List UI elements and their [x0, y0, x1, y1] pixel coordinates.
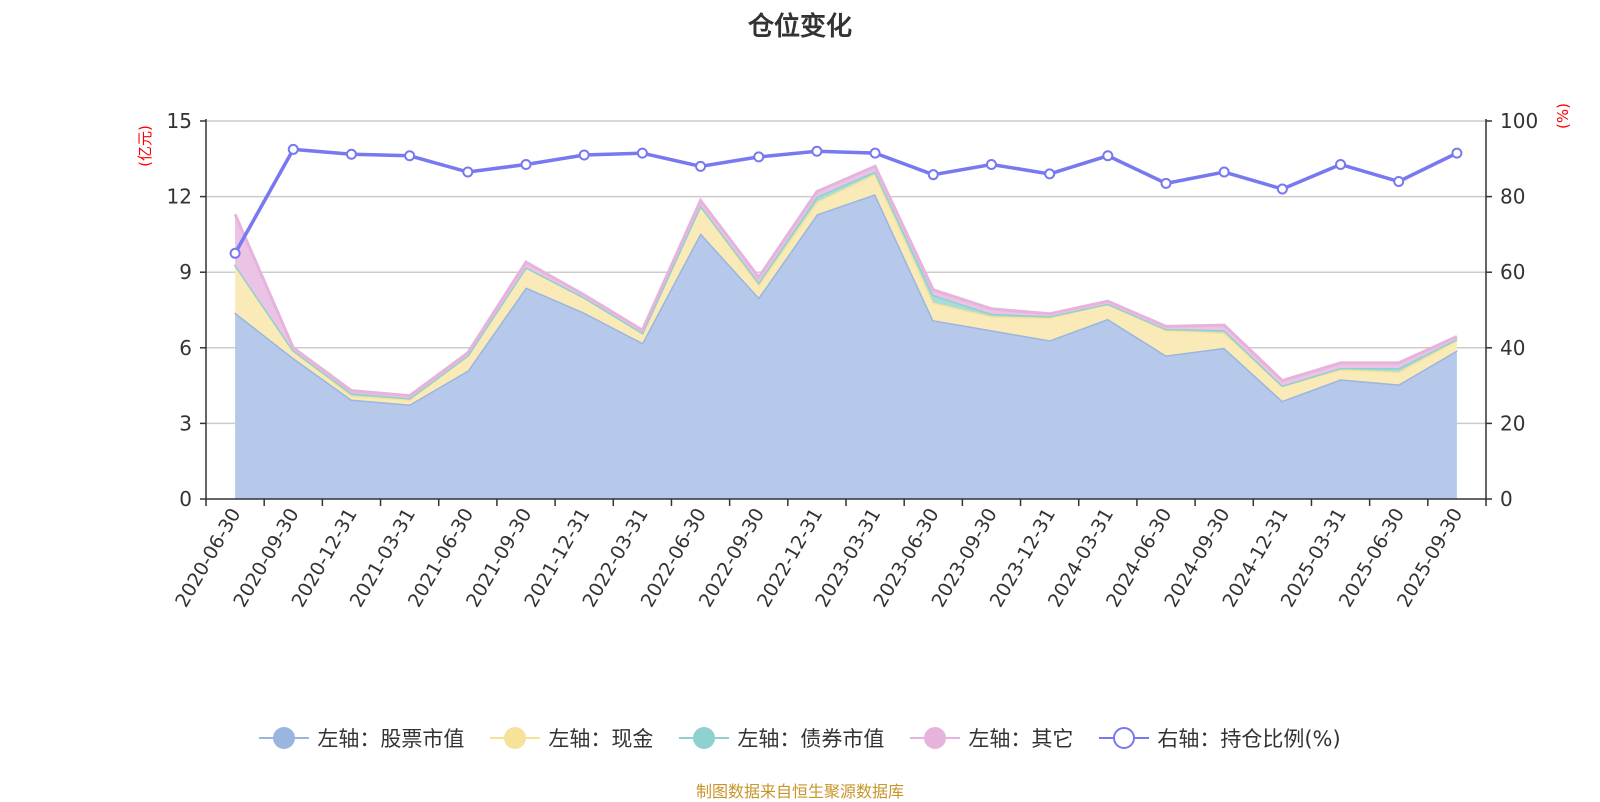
legend-swatch-dot — [924, 727, 947, 749]
line-point — [985, 158, 997, 170]
legend-swatch-dot — [693, 727, 716, 749]
line-point — [1451, 147, 1463, 159]
line-point — [462, 166, 474, 178]
legend-swatch — [259, 726, 310, 750]
line-point — [695, 160, 707, 172]
right-axis-tick-label: 100 — [1500, 109, 1538, 133]
line-point — [404, 150, 416, 162]
line-point — [1276, 183, 1288, 195]
line-point — [927, 169, 939, 181]
legend-item[interactable]: 右轴：持仓比例(%) — [1099, 723, 1341, 753]
left-axis-tick-label: 15 — [167, 109, 192, 133]
right-axis-tick-label: 80 — [1500, 185, 1525, 209]
right-axis-unit: (%) — [1554, 103, 1572, 129]
legend-item[interactable]: 左轴：其它 — [910, 723, 1073, 753]
legend: 左轴：股票市值 左轴：现金 左轴：债券市值 左轴：其它 右轴：持仓比例(%) — [0, 723, 1600, 753]
data-source-note: 制图数据来自恒生聚源数据库 — [695, 782, 904, 801]
line-point — [578, 149, 590, 161]
chart-title: 仓位变化 — [747, 12, 852, 42]
left-axis-tick-label: 6 — [179, 336, 192, 360]
legend-label: 左轴：现金 — [548, 727, 654, 751]
legend-label: 左轴：其它 — [968, 727, 1074, 751]
line-point — [287, 143, 299, 155]
legend-label: 左轴：股票市值 — [317, 727, 465, 751]
line-point — [1335, 158, 1347, 170]
line-point — [229, 247, 241, 259]
right-axis-tick-label: 60 — [1500, 260, 1525, 284]
line-point — [345, 148, 357, 160]
legend-swatch — [679, 726, 730, 750]
line-point — [1160, 177, 1172, 189]
line-point — [1102, 150, 1114, 162]
legend-item[interactable]: 左轴：现金 — [490, 723, 653, 753]
line-point — [753, 151, 765, 163]
area-series-0 — [235, 194, 1457, 499]
legend-swatch-dot — [504, 727, 527, 749]
line-point — [1218, 166, 1230, 178]
legend-label: 右轴：持仓比例(%) — [1157, 727, 1341, 751]
legend-swatch — [910, 726, 961, 750]
line-point — [811, 145, 823, 157]
line-series-4 — [233, 147, 1458, 255]
legend-swatch — [490, 726, 541, 750]
legend-swatch — [1099, 726, 1150, 750]
legend-item[interactable]: 左轴：债券市值 — [679, 723, 884, 753]
line-point — [636, 147, 648, 159]
left-axis-tick-label: 12 — [167, 185, 192, 209]
right-axis-tick-label: 40 — [1500, 336, 1525, 360]
line-point — [1393, 175, 1405, 187]
left-axis-tick-label: 0 — [179, 487, 192, 511]
legend-swatch-dot — [1113, 727, 1136, 749]
left-axis-tick-label: 9 — [179, 260, 192, 284]
legend-swatch-dot — [273, 727, 296, 749]
area-edge-series-3 — [233, 164, 1458, 398]
left-axis-unit: (亿元) — [136, 125, 154, 167]
legend-item[interactable]: 左轴：股票市值 — [259, 723, 464, 753]
area-series-1 — [235, 173, 1457, 405]
right-axis-tick-label: 0 — [1500, 487, 1513, 511]
line-point — [520, 158, 532, 170]
line-point — [1044, 168, 1056, 180]
legend-label: 左轴：债券市值 — [737, 727, 885, 751]
right-axis-tick-label: 20 — [1500, 411, 1525, 435]
left-axis-tick-label: 3 — [179, 411, 192, 435]
line-point — [869, 147, 881, 159]
